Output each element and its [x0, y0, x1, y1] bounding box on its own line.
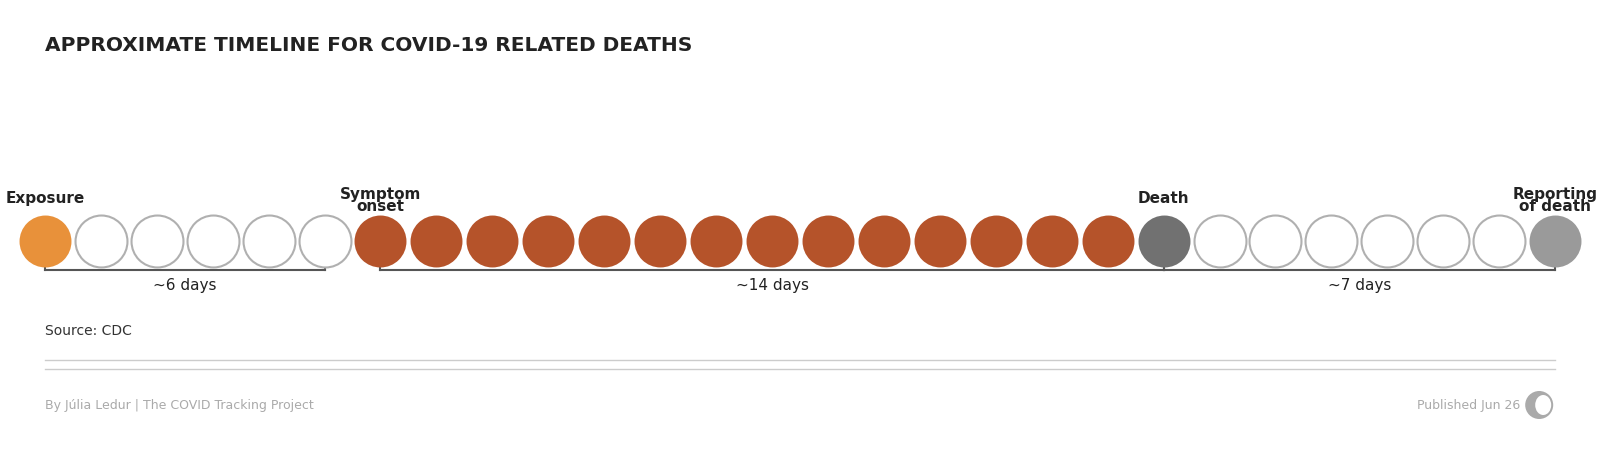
Point — [368, 237, 394, 244]
Point — [1038, 237, 1064, 244]
Point — [870, 237, 896, 244]
Text: Source: CDC: Source: CDC — [45, 324, 131, 338]
Text: ~14 days: ~14 days — [736, 278, 808, 293]
Point — [1262, 237, 1288, 244]
Text: of death: of death — [1520, 199, 1590, 214]
Point — [926, 237, 952, 244]
Point — [536, 237, 562, 244]
Point — [1150, 237, 1176, 244]
Point — [256, 237, 282, 244]
Ellipse shape — [1536, 395, 1552, 415]
Text: ~7 days: ~7 days — [1328, 278, 1390, 293]
Point — [1094, 237, 1120, 244]
Point — [1542, 237, 1568, 244]
Point — [424, 237, 450, 244]
Text: onset: onset — [357, 199, 405, 214]
Point — [814, 237, 840, 244]
Point — [32, 237, 58, 244]
Point — [592, 237, 618, 244]
Text: Death: Death — [1138, 191, 1189, 206]
Point — [1206, 237, 1232, 244]
Point — [200, 237, 226, 244]
Point — [1374, 237, 1400, 244]
Point — [760, 237, 786, 244]
Text: ~6 days: ~6 days — [154, 278, 216, 293]
Text: APPROXIMATE TIMELINE FOR COVID-19 RELATED DEATHS: APPROXIMATE TIMELINE FOR COVID-19 RELATE… — [45, 36, 693, 55]
Point — [704, 237, 730, 244]
Text: Published Jun 26: Published Jun 26 — [1418, 399, 1520, 411]
Point — [144, 237, 170, 244]
Point — [480, 237, 506, 244]
Text: Exposure: Exposure — [5, 191, 85, 206]
Text: By Júlia Ledur | The COVID Tracking Project: By Júlia Ledur | The COVID Tracking Proj… — [45, 399, 314, 411]
Ellipse shape — [1525, 391, 1554, 419]
Point — [648, 237, 674, 244]
Text: Reporting: Reporting — [1512, 187, 1598, 202]
Point — [982, 237, 1008, 244]
Point — [1486, 237, 1512, 244]
Point — [1318, 237, 1344, 244]
Point — [88, 237, 114, 244]
Point — [312, 237, 338, 244]
Point — [1430, 237, 1456, 244]
Text: Symptom: Symptom — [339, 187, 421, 202]
